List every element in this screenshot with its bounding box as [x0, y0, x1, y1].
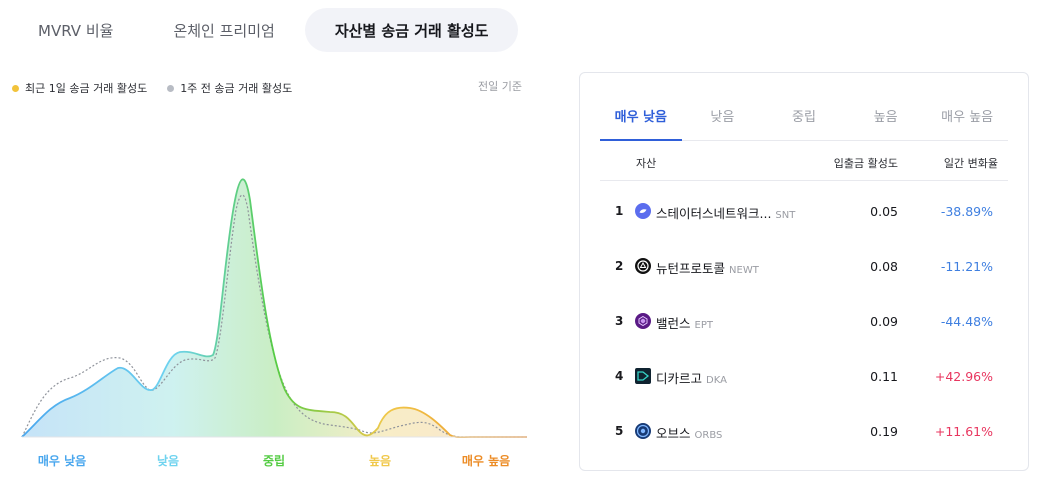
activity-value: 0.09: [870, 314, 898, 329]
coin-symbol: ORBS: [694, 430, 723, 441]
current-activity-line: [21, 178, 527, 439]
header-activity: 입출금 활성도: [833, 157, 898, 170]
legend-previous: 1주 전 송금 거래 활성도: [167, 80, 292, 96]
level-tab-low[interactable]: 낮음: [710, 110, 735, 125]
level-tab-very-low[interactable]: 매우 낮음: [600, 91, 682, 141]
newt-icon: [635, 258, 651, 274]
activity-value: 0.08: [870, 259, 898, 274]
activity-value: 0.11: [870, 369, 898, 384]
row-rank: 3: [615, 314, 624, 328]
row-rank: 1: [615, 204, 624, 218]
daily-change: -38.89%: [940, 204, 993, 219]
orbs-icon: [635, 423, 651, 439]
category-low: 낮음: [156, 454, 180, 468]
legend-previous-dot: [167, 84, 175, 92]
daily-change: +42.96%: [934, 369, 993, 384]
table-row[interactable]: 5 오브스 ORBS 0.19 +11.61%: [600, 405, 1008, 460]
coin-symbol: DKA: [706, 375, 727, 386]
level-tab-high[interactable]: 높음: [873, 110, 898, 125]
coin-name: 오브스 ORBS: [656, 426, 723, 441]
daily-change: +11.61%: [934, 424, 993, 439]
table-header: 자산 입출금 활성도 일간 변화율: [600, 143, 1008, 181]
legend-current-label: 최근 1일 송금 거래 활성도: [25, 82, 148, 95]
coin-symbol: EPT: [694, 320, 713, 331]
ept-icon: [635, 313, 651, 329]
basis-label: 전일 기준: [478, 80, 522, 93]
asset-ranking-card: 매우 낮음 낮음 중립 높음 매우 높음 자산 입출금 활성도 일간 변화율 1…: [579, 72, 1029, 471]
coin-name: 뉴턴프로토콜 NEWT: [656, 261, 759, 276]
legend-current: 최근 1일 송금 거래 활성도: [12, 80, 147, 96]
activity-value: 0.05: [870, 204, 898, 219]
header-asset: 자산: [636, 157, 657, 170]
coin-name: 스테이터스네트워크... SNT: [656, 206, 796, 221]
table-row[interactable]: 3 밸런스 EPT 0.09 -44.48%: [600, 295, 1008, 350]
coin-symbol: SNT: [775, 210, 796, 221]
header-change: 일간 변화율: [943, 157, 998, 170]
table-row[interactable]: 4 디카르고 DKA 0.11 +42.96%: [600, 350, 1008, 405]
coin-symbol: NEWT: [729, 265, 759, 276]
tab-onchain-premium[interactable]: 온체인 프리미엄: [173, 21, 275, 40]
daily-change: -11.21%: [940, 259, 993, 274]
activity-distribution-chart: [21, 178, 527, 439]
row-rank: 4: [615, 369, 624, 383]
coin-name: 밸런스 EPT: [656, 316, 713, 331]
tab-mvrv[interactable]: MVRV 비율: [38, 21, 114, 40]
snt-icon: [635, 203, 651, 219]
category-neutral: 중립: [262, 454, 286, 468]
tab-asset-transfer-activity[interactable]: 자산별 송금 거래 활성도: [304, 8, 519, 52]
legend-previous-label: 1주 전 송금 거래 활성도: [180, 82, 293, 95]
activity-value: 0.19: [870, 424, 898, 439]
level-tabs: 매우 낮음 낮음 중립 높음 매우 높음: [600, 91, 1008, 141]
category-very-high: 매우 높음: [461, 454, 511, 468]
level-tab-neutral[interactable]: 중립: [792, 110, 816, 125]
metric-tabs: MVRV 비율 온체인 프리미엄 자산별 송금 거래 활성도: [8, 8, 519, 52]
category-axis: 매우 낮음 낮음 중립 높음 매우 높음: [0, 452, 540, 470]
legend-current-dot: [12, 84, 19, 92]
table-row[interactable]: 1 스테이터스네트워크... SNT 0.05 -38.89%: [600, 185, 1008, 240]
chart-legend: 최근 1일 송금 거래 활성도 1주 전 송금 거래 활성도: [12, 80, 312, 96]
table-row[interactable]: 2 뉴턴프로토콜 NEWT 0.08 -11.21%: [600, 240, 1008, 295]
level-tab-very-high[interactable]: 매우 높음: [941, 110, 994, 125]
row-rank: 5: [615, 424, 624, 438]
category-high: 높음: [368, 454, 392, 468]
dka-icon: [635, 368, 651, 384]
category-very-low: 매우 낮음: [37, 454, 87, 468]
current-activity-area: [22, 179, 527, 438]
daily-change: -44.48%: [940, 314, 993, 329]
coin-name: 디카르고 DKA: [656, 371, 727, 386]
row-rank: 2: [615, 259, 624, 273]
